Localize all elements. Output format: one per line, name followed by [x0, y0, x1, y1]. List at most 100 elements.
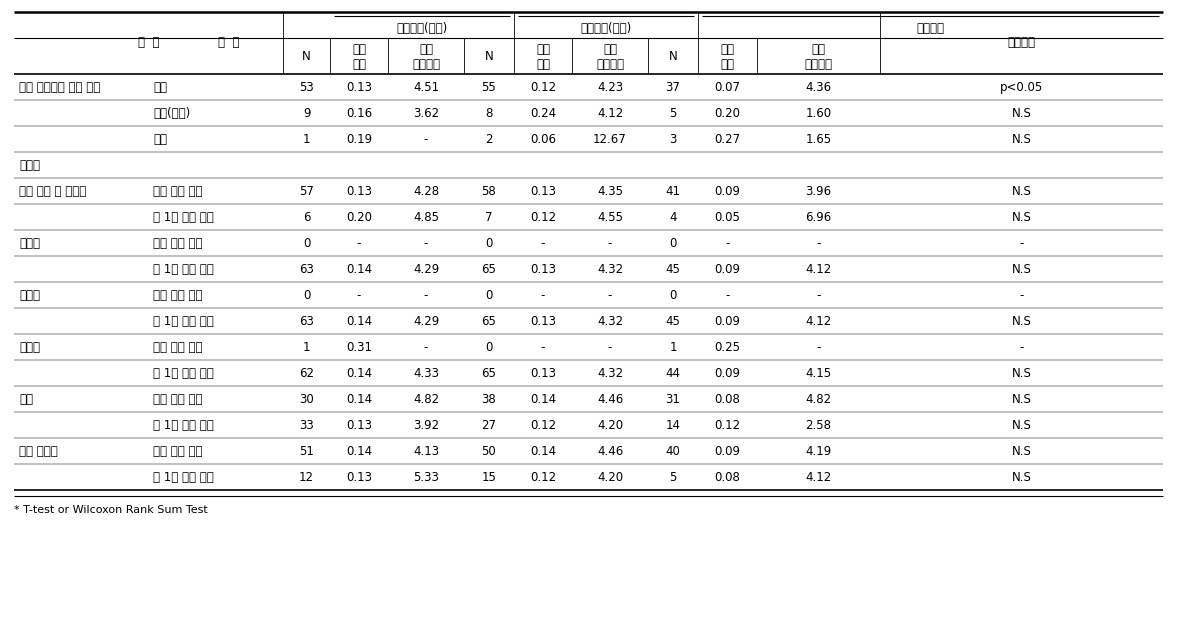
Text: 4.28: 4.28: [413, 185, 439, 198]
Text: 0.19: 0.19: [346, 133, 372, 146]
Text: 월 1회 이상 섭취: 월 1회 이상 섭취: [153, 211, 214, 224]
Text: 월 1회 이상 섭취: 월 1회 이상 섭취: [153, 471, 214, 484]
Text: 거의 먹지 않음: 거의 먹지 않음: [153, 445, 202, 458]
Text: 기하
평균: 기하 평균: [720, 43, 734, 70]
Text: 4.20: 4.20: [597, 419, 623, 432]
Text: 해산물: 해산물: [19, 159, 40, 172]
Text: 주로 즐겨먹는 음식 형태: 주로 즐겨먹는 음식 형태: [19, 81, 100, 94]
Text: 5: 5: [670, 107, 677, 120]
Text: 0: 0: [670, 237, 677, 250]
Text: 0.14: 0.14: [530, 445, 556, 458]
Text: 기하
평균: 기하 평균: [352, 43, 366, 70]
Text: 0: 0: [302, 289, 311, 302]
Text: 0.16: 0.16: [346, 107, 372, 120]
Text: 거의 먹지 않음: 거의 먹지 않음: [153, 237, 202, 250]
Text: 4.35: 4.35: [597, 185, 623, 198]
Text: 63: 63: [299, 263, 314, 276]
Text: 9: 9: [302, 107, 311, 120]
Text: 패류: 패류: [19, 393, 33, 406]
Text: 63: 63: [299, 315, 314, 328]
Text: 15: 15: [481, 471, 497, 484]
Text: 4.32: 4.32: [597, 315, 623, 328]
Text: 14: 14: [665, 419, 680, 432]
Text: 57: 57: [299, 185, 314, 198]
Text: 0.14: 0.14: [346, 393, 372, 406]
Text: 4.36: 4.36: [805, 81, 832, 94]
Text: * T-test or Wilcoxon Rank Sum Test: * T-test or Wilcoxon Rank Sum Test: [14, 505, 208, 515]
Text: 1.60: 1.60: [805, 107, 832, 120]
Text: 12: 12: [299, 471, 314, 484]
Text: 0.13: 0.13: [346, 471, 372, 484]
Text: -: -: [725, 237, 730, 250]
Text: 4.12: 4.12: [805, 315, 832, 328]
Text: -: -: [1019, 289, 1024, 302]
Text: 4.12: 4.12: [805, 263, 832, 276]
Text: -: -: [424, 341, 428, 354]
Text: 0.13: 0.13: [530, 315, 556, 328]
Text: N.S: N.S: [1011, 185, 1031, 198]
Text: 0: 0: [302, 237, 311, 250]
Text: 4.82: 4.82: [413, 393, 439, 406]
Text: 0.12: 0.12: [530, 81, 556, 94]
Text: N.S: N.S: [1011, 263, 1031, 276]
Text: 4.20: 4.20: [597, 471, 623, 484]
Text: 거의 먹지 않음: 거의 먹지 않음: [153, 289, 202, 302]
Text: 0.06: 0.06: [530, 133, 556, 146]
Text: 27: 27: [481, 419, 497, 432]
Text: N: N: [485, 50, 493, 63]
Text: 월 1회 이상 섭취: 월 1회 이상 섭취: [153, 315, 214, 328]
Text: -: -: [357, 237, 361, 250]
Text: 1: 1: [302, 133, 311, 146]
Text: -: -: [607, 341, 612, 354]
Text: 비교지역: 비교지역: [917, 22, 944, 35]
Text: 51: 51: [299, 445, 314, 458]
Text: 0.14: 0.14: [530, 393, 556, 406]
Text: 45: 45: [665, 263, 680, 276]
Text: 4.29: 4.29: [413, 315, 439, 328]
Text: N: N: [302, 50, 311, 63]
Text: 41: 41: [665, 185, 680, 198]
Text: 채식: 채식: [153, 81, 167, 94]
Text: 4.15: 4.15: [805, 367, 832, 380]
Text: 5.33: 5.33: [413, 471, 439, 484]
Text: 40: 40: [665, 445, 680, 458]
Text: 0.13: 0.13: [346, 185, 372, 198]
Text: 1: 1: [302, 341, 311, 354]
Text: 4.85: 4.85: [413, 211, 439, 224]
Text: -: -: [725, 289, 730, 302]
Text: 0.12: 0.12: [530, 419, 556, 432]
Text: 8: 8: [485, 107, 493, 120]
Text: N.S: N.S: [1011, 107, 1031, 120]
Text: 0.14: 0.14: [346, 263, 372, 276]
Text: 월 1회 이상 섭취: 월 1회 이상 섭취: [153, 419, 214, 432]
Text: 0.09: 0.09: [714, 315, 740, 328]
Text: 45: 45: [665, 315, 680, 328]
Text: N.S: N.S: [1011, 445, 1031, 458]
Text: 30: 30: [299, 393, 314, 406]
Text: 7: 7: [485, 211, 493, 224]
Text: 12.67: 12.67: [593, 133, 627, 146]
Text: 65: 65: [481, 263, 497, 276]
Text: 0.27: 0.27: [714, 133, 740, 146]
Text: 거의 먹지 않음: 거의 먹지 않음: [153, 185, 202, 198]
Text: -: -: [817, 237, 820, 250]
Text: N.S: N.S: [1011, 133, 1031, 146]
Text: 월 1회 이상 섭취: 월 1회 이상 섭취: [153, 367, 214, 380]
Text: 0: 0: [485, 237, 493, 250]
Text: 2: 2: [485, 133, 493, 146]
Text: 0: 0: [485, 289, 493, 302]
Text: 6: 6: [302, 211, 311, 224]
Text: 유의수준: 유의수준: [1008, 36, 1036, 49]
Text: 62: 62: [299, 367, 314, 380]
Text: 55: 55: [481, 81, 497, 94]
Text: 0.07: 0.07: [714, 81, 740, 94]
Text: 대형 어류 및 참치류: 대형 어류 및 참치류: [19, 185, 86, 198]
Text: 0.14: 0.14: [346, 315, 372, 328]
Text: 노출지역(하동): 노출지역(하동): [580, 22, 632, 35]
Text: 1.65: 1.65: [805, 133, 832, 146]
Text: -: -: [1019, 341, 1024, 354]
Text: 항  목: 항 목: [138, 36, 159, 49]
Text: -: -: [424, 133, 428, 146]
Text: N.S: N.S: [1011, 419, 1031, 432]
Text: 0.13: 0.13: [530, 185, 556, 198]
